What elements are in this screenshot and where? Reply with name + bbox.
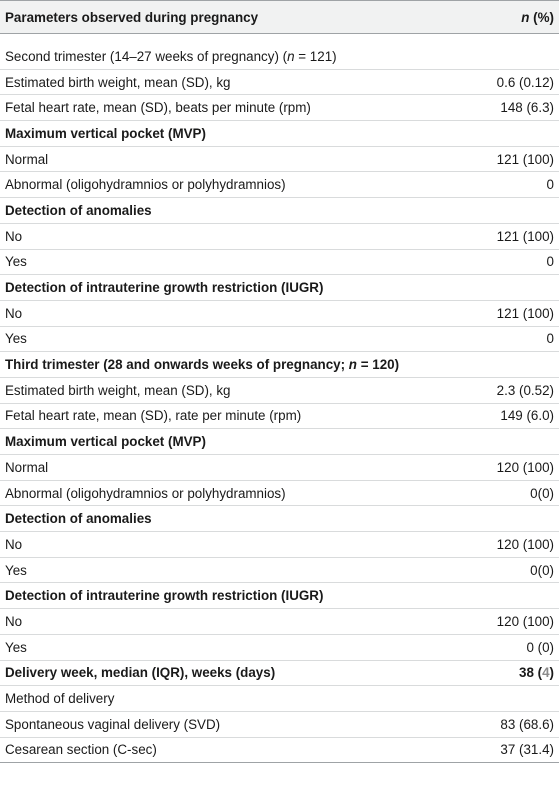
table-row: No 120 (100) xyxy=(0,609,559,635)
header-gap xyxy=(0,34,559,44)
header-percent: (%) xyxy=(529,9,554,25)
table-row: Normal 120 (100) xyxy=(0,455,559,481)
row-value: 120 (100) xyxy=(496,459,554,475)
table-row: Fetal heart rate, mean (SD), beats per m… xyxy=(0,95,559,122)
row-label-part: Third trimester (28 and onwards weeks of… xyxy=(5,357,349,373)
row-label-part: = 121) xyxy=(294,48,337,64)
row-label: Third trimester (28 and onwards weeks of… xyxy=(0,357,434,372)
table-row: Estimated birth weight, mean (SD), kg 0.6… xyxy=(0,70,559,96)
row-value: 120 (100) xyxy=(496,613,554,629)
row-value: 37 (31.4) xyxy=(500,742,554,758)
row-label: Spontaneous vaginal delivery (SVD) xyxy=(5,716,221,732)
table-row: Detection of intrauterine growth restric… xyxy=(0,275,559,301)
row-label: Yes xyxy=(5,331,27,347)
table-row: Cesarean section (C-sec) 37 (31.4) xyxy=(0,738,559,764)
row-label: Abnormal (oligohydramnios or polyhydramn… xyxy=(5,485,286,501)
row-value-part: 38 ( xyxy=(519,665,543,681)
row-label: Cesarean section (C-sec) xyxy=(5,742,157,758)
row-value: 121 (100) xyxy=(496,228,554,244)
table-row: Second trimester (14–27 weeks of pregnan… xyxy=(0,44,559,70)
row-value: 38 (4) xyxy=(434,665,559,680)
table-row: Yes 0 xyxy=(0,250,559,276)
row-value: 83 (68.6) xyxy=(500,716,554,732)
table-row: No 121 (100) xyxy=(0,301,559,327)
table-row: Third trimester (28 and onwards weeks of… xyxy=(0,352,559,378)
row-label-part: = 120) xyxy=(356,357,400,373)
row-label: Maximum vertical pocket (MVP) xyxy=(5,125,206,141)
row-label: Normal xyxy=(5,151,49,167)
header-parameters: Parameters observed during pregnancy xyxy=(5,9,259,25)
row-label-n: n xyxy=(287,48,295,64)
table-row: Spontaneous vaginal delivery (SVD) 83 (68… xyxy=(0,712,559,738)
row-value: 148 (6.3) xyxy=(500,100,554,116)
row-label: Second trimester (14–27 weeks of pregnan… xyxy=(0,49,434,64)
table-row: Normal 121 (100) xyxy=(0,147,559,173)
row-value: 149 (6.0) xyxy=(500,408,554,424)
table-row: Delivery week, median (IQR), weeks (days… xyxy=(0,661,559,687)
table-row: No 120 (100) xyxy=(0,532,559,558)
row-label: Normal xyxy=(5,459,49,475)
row-label-n: n xyxy=(348,357,357,373)
row-label: Fetal heart rate, mean (SD), beats per m… xyxy=(5,100,311,116)
table-row: Maximum vertical pocket (MVP) xyxy=(0,429,559,455)
row-label: No xyxy=(5,228,23,244)
row-value: 0(0) xyxy=(530,562,554,578)
row-label: Detection of anomalies xyxy=(5,202,152,218)
row-label: Estimated birth weight, mean (SD), kg xyxy=(5,74,231,90)
table-row: Detection of anomalies xyxy=(0,198,559,224)
table-row: Yes 0 xyxy=(0,327,559,353)
row-label: Yes xyxy=(5,639,27,655)
table-row: Fetal heart rate, mean (SD), rate per mi… xyxy=(0,404,559,430)
table-row: Yes 0(0) xyxy=(0,558,559,584)
table-row: Abnormal (oligohydramnios or polyhydramn… xyxy=(0,481,559,507)
row-label: Detection of intrauterine growth restric… xyxy=(5,588,324,604)
table-row: Detection of intrauterine growth restric… xyxy=(0,583,559,610)
row-label: No xyxy=(5,305,23,321)
table-row: Estimated birth weight, mean (SD), kg 2.3… xyxy=(0,378,559,404)
row-value-part: ) xyxy=(549,665,554,681)
row-value: 121 (100) xyxy=(496,305,554,321)
row-label: Detection of intrauterine growth restric… xyxy=(5,280,324,296)
row-value: 120 (100) xyxy=(496,536,554,552)
row-value: 0 (0) xyxy=(526,639,554,655)
row-label: Estimated birth weight, mean (SD), kg xyxy=(5,382,231,398)
row-label: No xyxy=(5,613,23,629)
table-row: Method of delivery xyxy=(0,686,559,712)
row-label: Abnormal (oligohydramnios or polyhydramn… xyxy=(5,177,286,193)
table-row: Maximum vertical pocket (MVP) xyxy=(0,121,559,147)
table-row: Detection of anomalies xyxy=(0,506,559,533)
row-label: Delivery week, median (IQR), weeks (days… xyxy=(5,665,276,681)
row-label: Maximum vertical pocket (MVP) xyxy=(5,434,206,450)
row-label: No xyxy=(5,536,23,552)
table-row: No 121 (100) xyxy=(0,224,559,250)
row-label: Fetal heart rate, mean (SD), rate per mi… xyxy=(5,408,302,424)
row-value: 0 xyxy=(546,177,554,193)
row-value: 0(0) xyxy=(530,485,554,501)
table-row: Yes 0 (0) xyxy=(0,635,559,661)
row-value: 2.3 (0.52) xyxy=(496,382,554,398)
row-label: Method of delivery xyxy=(5,691,115,707)
table-body: Second trimester (14–27 weeks of pregnan… xyxy=(0,44,559,764)
row-value-iqr: 4 xyxy=(542,665,550,681)
row-value: 0 xyxy=(546,331,554,347)
row-label-part: Second trimester (14–27 weeks of pregnan… xyxy=(5,48,288,64)
table-row: Abnormal (oligohydramnios or polyhydramn… xyxy=(0,172,559,199)
header-n-percent: n (%) xyxy=(434,10,559,25)
row-value: 0.6 (0.12) xyxy=(496,74,554,90)
data-table: Parameters observed during pregnancy n (… xyxy=(0,0,559,764)
row-value: 121 (100) xyxy=(496,151,554,167)
row-value: 0 xyxy=(546,254,554,270)
row-label: Detection of anomalies xyxy=(5,511,152,527)
table-header: Parameters observed during pregnancy n (… xyxy=(0,0,559,34)
row-label: Yes xyxy=(5,562,27,578)
header-n: n xyxy=(521,9,530,25)
row-label: Yes xyxy=(5,254,27,270)
